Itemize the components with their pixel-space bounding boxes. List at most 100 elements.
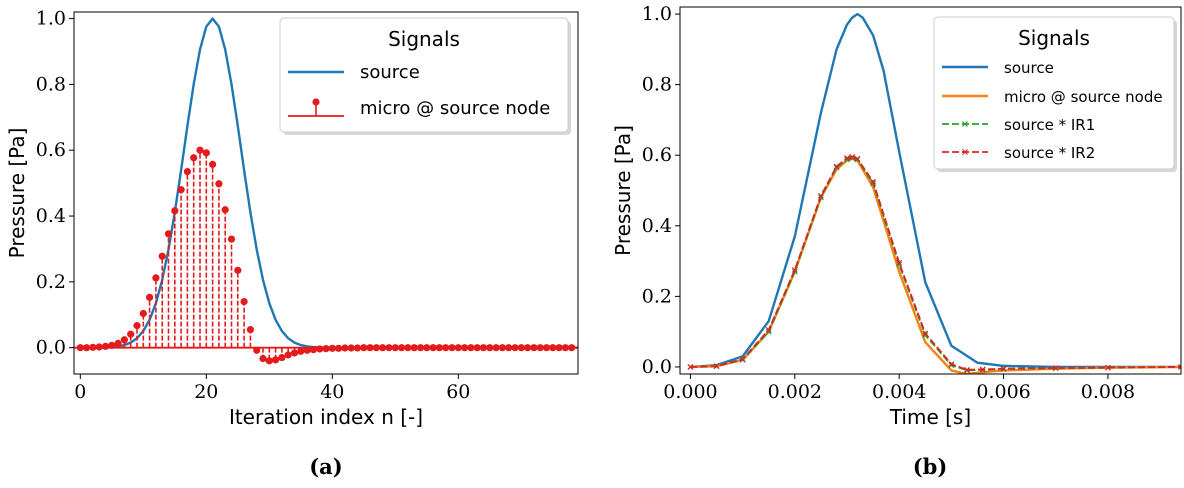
legend-swatch-marker <box>962 121 968 127</box>
stem-marker <box>467 344 475 352</box>
x-tick-label: 0.000 <box>663 381 717 403</box>
legend-entry: source * IR2 <box>1004 144 1095 162</box>
series-micro-source-node <box>74 146 578 365</box>
x-axis-label: Time [s] <box>889 405 971 429</box>
stem-marker <box>272 356 280 364</box>
legend: Signals source micro @ source node <box>279 17 571 135</box>
stem-marker <box>568 344 576 352</box>
stem-marker <box>303 346 311 354</box>
y-tick-label: 0.4 <box>36 205 66 227</box>
stem-marker <box>164 230 173 238</box>
stem-marker <box>278 353 286 362</box>
y-tick-label: 1.0 <box>36 8 66 30</box>
stem-marker <box>486 344 494 352</box>
data-point-marker <box>713 363 720 370</box>
stem-marker <box>234 266 242 274</box>
data-point-marker <box>922 330 929 337</box>
y-tick-label: 0.0 <box>36 337 66 359</box>
stem-marker <box>114 339 122 347</box>
y-tick-label: 0.8 <box>642 74 672 96</box>
stem-marker <box>505 344 513 352</box>
stem-marker <box>265 357 273 365</box>
stem-marker <box>284 351 292 359</box>
series-micro-source-node <box>690 157 1181 374</box>
panel-caption: (a) <box>309 454 342 479</box>
stem-marker <box>177 186 185 194</box>
data-point-marker <box>687 364 694 370</box>
stem-marker <box>385 344 393 352</box>
data-point-marker <box>844 155 850 161</box>
stem-marker <box>190 154 198 162</box>
chart-b: 0.000 0.002 0.004 0.006 0.008 0.0 0.2 0.4 0.6 0.8… <box>611 3 1182 479</box>
stem-marker <box>372 344 380 352</box>
y-tick-label: 0.6 <box>642 144 672 166</box>
series-line <box>690 156 1181 371</box>
stem-marker <box>410 344 418 352</box>
x-tick-label: 60 <box>446 381 470 403</box>
y-tick-label: 1.0 <box>642 3 672 25</box>
x-tick-label: 0.002 <box>768 381 822 403</box>
stem-marker <box>152 274 160 282</box>
stem-marker <box>435 344 443 352</box>
stem-marker <box>202 149 210 157</box>
stem-marker <box>215 180 223 188</box>
stem-marker <box>448 344 456 352</box>
stem-marker <box>341 344 349 352</box>
stem-marker <box>290 349 299 357</box>
legend-entry: micro @ source node <box>360 98 550 119</box>
data-point-marker <box>896 259 903 266</box>
stem-marker <box>297 347 305 355</box>
stem-marker <box>536 344 544 352</box>
stem-marker <box>76 344 84 352</box>
stem-marker <box>209 160 217 168</box>
stem-marker <box>530 344 538 352</box>
stem-marker <box>473 344 481 352</box>
data-point-marker <box>791 266 798 273</box>
stem-marker <box>524 344 532 352</box>
stem-marker <box>454 344 462 352</box>
data-point-marker <box>765 326 772 333</box>
chart-a: 0 20 40 60 0.0 0.2 0.4 0.6 0.8 1.0 Iteration index… <box>5 8 579 479</box>
stem-marker <box>423 344 431 352</box>
stem-marker <box>398 344 406 352</box>
legend-box <box>279 17 569 133</box>
data-point-marker <box>817 192 824 199</box>
stem-marker <box>95 343 103 351</box>
data-point-marker <box>979 366 986 373</box>
x-tick-label: 0.004 <box>872 381 926 403</box>
stem-marker <box>127 330 135 338</box>
stem-marker <box>227 235 236 243</box>
data-point-marker <box>833 163 840 170</box>
legend-entry: source <box>360 62 420 83</box>
stem-marker <box>379 344 387 352</box>
legend: Signals source micro @ source node source *… <box>933 16 1177 172</box>
legend-entry: source * IR1 <box>1004 116 1095 134</box>
stem-marker <box>561 344 570 352</box>
data-point-marker <box>1178 364 1181 370</box>
legend-entry: micro @ source node <box>1004 88 1163 106</box>
stem-marker <box>158 252 166 260</box>
data-point-marker <box>1000 365 1007 372</box>
plot-area <box>74 17 578 365</box>
stem-marker <box>555 344 563 352</box>
stem-marker <box>196 146 204 154</box>
stem-marker <box>89 343 97 351</box>
legend-box <box>933 16 1175 170</box>
x-tick-label: 0.008 <box>1081 381 1135 403</box>
stem-marker <box>101 342 110 350</box>
plot-frame <box>679 6 1182 375</box>
stem-marker <box>139 309 147 318</box>
stem-marker <box>498 344 506 352</box>
stem-marker <box>328 344 336 352</box>
x-tick-label: 0.006 <box>976 381 1030 403</box>
x-axis-label: Iteration index n [-] <box>229 405 423 429</box>
data-point-marker <box>922 332 929 339</box>
legend-swatch-marker <box>312 98 320 106</box>
series-line <box>690 157 1181 372</box>
stem-marker <box>479 344 488 352</box>
stem-marker <box>146 293 154 301</box>
y-tick-label: 0.2 <box>36 271 66 293</box>
stem-marker <box>259 354 267 363</box>
stem-marker <box>549 344 557 352</box>
